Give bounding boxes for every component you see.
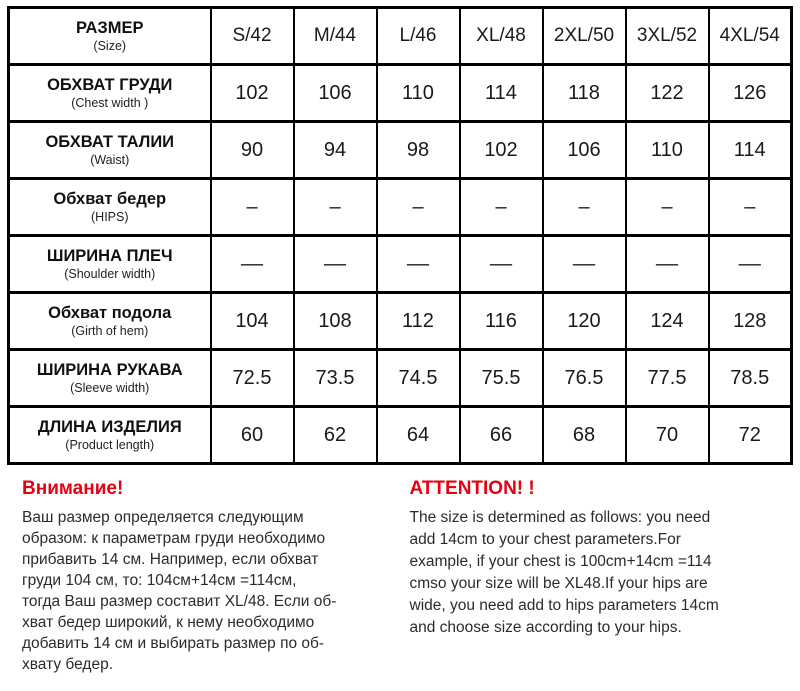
table-cell: 106: [292, 63, 378, 123]
table-cell: ––: [541, 234, 627, 294]
table-cell: 102: [458, 120, 544, 180]
table-cell: 112: [375, 291, 461, 351]
table-cell: 64: [375, 405, 461, 465]
note-english-heading: ATTENTION! !: [409, 478, 535, 499]
row-header-en-label: (Chest width ): [71, 95, 149, 110]
table-cell: 74.5: [375, 348, 461, 408]
row-header: Обхват подола (Girth of hem): [7, 291, 212, 351]
table-cell: –: [292, 177, 378, 237]
table-cell: 3XL/52: [624, 6, 710, 66]
row-header-ru-label: ШИРИНА РУКАВА: [36, 360, 183, 379]
table-cell: 62: [292, 405, 378, 465]
table-cell: 116: [458, 291, 544, 351]
note-english: ATTENTION! ! The size is determined as f…: [410, 478, 784, 675]
row-header-ru-label: Обхват подола: [48, 303, 172, 322]
row-header: ШИРИНА РУКАВА (Sleeve width): [7, 348, 212, 408]
table-cell: ––: [707, 234, 793, 294]
table-cell: ––: [292, 234, 378, 294]
table-cell: 75.5: [458, 348, 544, 408]
row-header-en-label: (Waist): [90, 152, 130, 167]
note-english-body: The size is determined as follows: you n…: [409, 509, 719, 636]
row-header: ШИРИНА ПЛЕЧ (Shoulder width): [7, 234, 212, 294]
table-cell: 98: [375, 120, 461, 180]
size-chart-table: РАЗМЕР (Size) S/42 M/44 L/46 XL/48 2XL/50 3XL/5…: [7, 6, 793, 465]
row-header-en-label: (Girth of hem): [71, 323, 149, 338]
table-row: ОБХВАТ ГРУДИ (Chest width ) 102 106 110 114 11…: [7, 63, 793, 123]
table-cell: 120: [541, 291, 627, 351]
table-cell: 77.5: [624, 348, 710, 408]
note-russian-heading: Внимание!: [22, 478, 124, 499]
table-cell: 118: [541, 63, 627, 123]
row-header-ru-label: РАЗМЕР: [75, 18, 144, 37]
row-header-en-label: (Shoulder width): [64, 266, 156, 281]
table-cell: 110: [624, 120, 710, 180]
row-header-ru-label: ДЛИНА ИЗДЕЛИЯ: [37, 417, 182, 436]
table-cell: –: [458, 177, 544, 237]
table-cell: –: [541, 177, 627, 237]
table-cell: –: [707, 177, 793, 237]
row-header-ru-label: ОБХВАТ ТАЛИИ: [45, 132, 175, 151]
table-cell: 102: [209, 63, 295, 123]
note-russian-body: Ваш размер определяется следующим образо…: [22, 509, 337, 673]
row-header-ru-label: ШИРИНА ПЛЕЧ: [46, 246, 173, 265]
table-row: РАЗМЕР (Size) S/42 M/44 L/46 XL/48 2XL/50 3XL/5…: [7, 6, 793, 66]
table-cell: ––: [624, 234, 710, 294]
table-cell: 68: [541, 405, 627, 465]
table-cell: ––: [209, 234, 295, 294]
row-header-en-label: (HIPS): [91, 209, 129, 224]
table-row: Обхват подола (Girth of hem) 104 108 112 116 1…: [7, 291, 793, 351]
table-cell: –: [375, 177, 461, 237]
table-cell: 114: [707, 120, 793, 180]
table-cell: 94: [292, 120, 378, 180]
table-cell: M/44: [292, 6, 378, 66]
table-cell: XL/48: [458, 6, 544, 66]
row-header-ru-label: Обхват бедер: [53, 189, 167, 208]
table-cell: 104: [209, 291, 295, 351]
row-header: Обхват бедер (HIPS): [7, 177, 212, 237]
table-cell: 108: [292, 291, 378, 351]
table-cell: –: [624, 177, 710, 237]
row-header: ОБХВАТ ГРУДИ (Chest width ): [7, 63, 212, 123]
table-cell: 72.5: [209, 348, 295, 408]
table-row: ОБХВАТ ТАЛИИ (Waist) 90 94 98 102 106 110 114: [7, 120, 793, 180]
row-header-en-label: (Sleeve width): [70, 380, 150, 395]
table-cell: S/42: [209, 6, 295, 66]
row-header-en-label: (Size): [93, 38, 127, 53]
size-table-body: РАЗМЕР (Size) S/42 M/44 L/46 XL/48 2XL/50 3XL/5…: [7, 6, 793, 465]
row-header: ДЛИНА ИЗДЕЛИЯ (Product length): [7, 405, 212, 465]
table-cell: 73.5: [292, 348, 378, 408]
table-cell: 66: [458, 405, 544, 465]
table-row: ШИРИНА РУКАВА (Sleeve width) 72.5 73.5 74.5 7…: [7, 348, 793, 408]
notes-section: Внимание! Ваш размер определяется следую…: [7, 478, 793, 675]
table-cell: 78.5: [707, 348, 793, 408]
table-row: Обхват бедер (HIPS) – – – – – – –: [7, 177, 793, 237]
table-cell: 128: [707, 291, 793, 351]
row-header-en-label: (Product length): [65, 437, 155, 452]
table-cell: 106: [541, 120, 627, 180]
table-cell: L/46: [375, 6, 461, 66]
table-cell: 76.5: [541, 348, 627, 408]
table-row: ШИРИНА ПЛЕЧ (Shoulder width) –– –– –– –– –– –– –…: [7, 234, 793, 294]
table-cell: 72: [707, 405, 793, 465]
note-russian: Внимание! Ваш размер определяется следую…: [22, 478, 396, 675]
table-cell: 110: [375, 63, 461, 123]
table-cell: 2XL/50: [541, 6, 627, 66]
table-cell: –: [209, 177, 295, 237]
row-header-ru-label: ОБХВАТ ГРУДИ: [47, 75, 173, 94]
row-header: ОБХВАТ ТАЛИИ (Waist): [7, 120, 212, 180]
table-row: ДЛИНА ИЗДЕЛИЯ (Product length) 60 62 64 66 68 7…: [7, 405, 793, 465]
table-cell: 114: [458, 63, 544, 123]
table-cell: 122: [624, 63, 710, 123]
table-cell: 60: [209, 405, 295, 465]
row-header: РАЗМЕР (Size): [7, 6, 212, 66]
table-cell: 126: [707, 63, 793, 123]
table-cell: 124: [624, 291, 710, 351]
table-cell: ––: [375, 234, 461, 294]
table-cell: 4XL/54: [707, 6, 793, 66]
table-cell: 70: [624, 405, 710, 465]
table-cell: ––: [458, 234, 544, 294]
table-cell: 90: [209, 120, 295, 180]
